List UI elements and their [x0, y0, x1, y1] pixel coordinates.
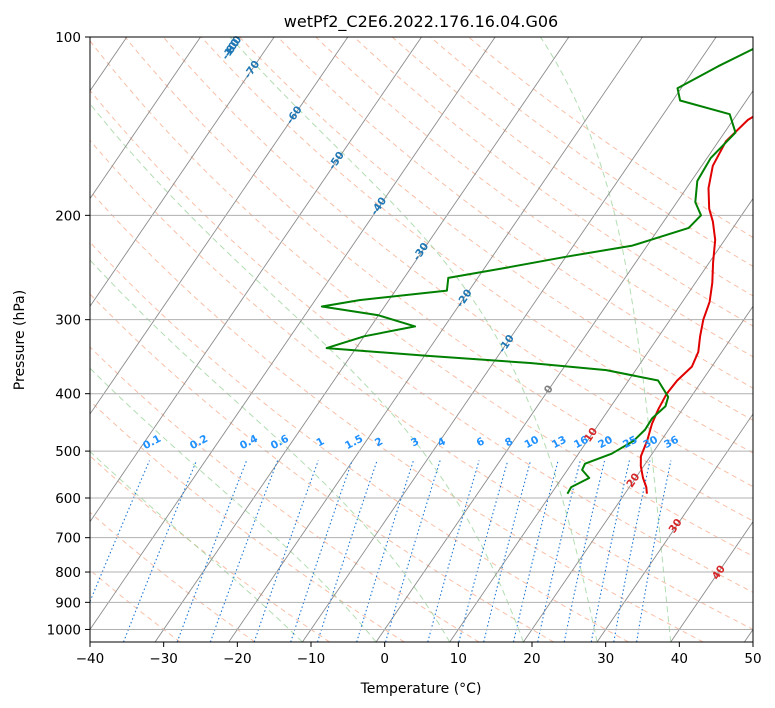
- dry-adiabat: [90, 40, 753, 557]
- skewed-isotherm: [90, 37, 496, 631]
- x-tick-label: 50: [744, 651, 761, 667]
- reference-lines: [90, 37, 753, 642]
- skewed-isotherm: [228, 37, 643, 642]
- mixing-ratio-line: [483, 460, 532, 642]
- plot-area: [90, 37, 753, 642]
- y-tick-label: 100: [55, 30, 81, 46]
- y-tick-label: 500: [55, 444, 81, 460]
- dry-adiabat: [430, 37, 753, 267]
- dry-adiabat: [90, 241, 629, 642]
- skewed-isotherm: [90, 37, 349, 415]
- y-axis-ticks: 1000 900 800 700 600 500 400 300 200 100: [47, 30, 90, 638]
- y-tick-label: 1000: [47, 622, 81, 638]
- dry-adiabat: [90, 511, 256, 642]
- x-tick-label: −30: [149, 651, 178, 667]
- x-tick-label: 0: [380, 651, 389, 667]
- mixing-ratio-line: [458, 460, 509, 642]
- y-tick-label: 300: [55, 313, 81, 329]
- mixing-ratio-line: [253, 460, 319, 642]
- temperature-profile: [639, 115, 753, 494]
- x-tick-label: −10: [297, 651, 326, 667]
- pressure-gridlines: [90, 37, 753, 630]
- skewed-isotherm: [670, 520, 753, 642]
- dry-adiabat: [90, 293, 554, 642]
- dry-adiabat: [90, 139, 753, 630]
- mixing-ratio-line: [209, 460, 279, 642]
- x-tick-label: 20: [523, 651, 540, 667]
- x-tick-label: 40: [671, 651, 688, 667]
- plot-frame: [89, 36, 754, 643]
- dewpoint-profile: [320, 47, 753, 495]
- x-tick-label: 30: [597, 651, 614, 667]
- skewed-isotherm: [596, 413, 753, 642]
- x-axis-label: Temperature (°C): [360, 681, 482, 697]
- dry-adiabat: [90, 190, 704, 642]
- x-axis-ticks: −40 −30 −20 −10 0 10 20 30 40 50: [76, 642, 762, 667]
- skewed-isotherm: [90, 37, 275, 308]
- x-tick-label: −40: [76, 651, 105, 667]
- mixing-ratio-line: [512, 460, 559, 642]
- mixing-ratio-line: [636, 460, 672, 642]
- skewed-isotherm: [375, 90, 753, 642]
- y-tick-label: 900: [55, 595, 81, 611]
- dry-adiabat: [239, 37, 753, 421]
- skewed-isotherm: [449, 197, 753, 642]
- skewed-isotherm: [90, 37, 201, 200]
- dry-adiabat: [201, 37, 753, 454]
- moist-adiabat: [229, 37, 598, 642]
- moist-adiabat: [540, 37, 672, 642]
- y-tick-label: 600: [55, 491, 81, 507]
- skewed-isotherm: [523, 305, 753, 642]
- x-tick-label: −20: [223, 651, 252, 667]
- y-tick-label: 400: [55, 387, 81, 403]
- mixing-ratio-line: [537, 460, 581, 642]
- dry-adiabat: [277, 37, 753, 389]
- dry-adiabat: [90, 89, 753, 593]
- skewed-isotherm: [90, 37, 422, 523]
- moist-adiabat: [90, 103, 524, 642]
- y-tick-label: 200: [55, 208, 81, 224]
- moist-adiabat: [90, 367, 377, 642]
- mixing-ratio-line: [427, 460, 480, 642]
- dry-adiabat: [124, 37, 753, 522]
- mixing-ratio-line: [122, 460, 198, 642]
- x-tick-label: 10: [450, 651, 467, 667]
- chart-title: wetPf2_C2E6.2022.176.16.04.G06: [284, 12, 558, 32]
- skewed-isotherm: [302, 37, 717, 642]
- profile-series: [320, 47, 753, 495]
- dry-adiabat: [468, 37, 753, 239]
- mixing-ratio-line: [563, 460, 606, 642]
- mixing-ratio-line: [613, 460, 651, 642]
- y-tick-label: 800: [55, 565, 81, 581]
- y-tick-label: 700: [55, 531, 81, 547]
- skewed-isotherm: [154, 37, 570, 642]
- y-axis-label: Pressure (hPa): [12, 290, 28, 390]
- mixing-ratio-line: [590, 460, 630, 642]
- mixing-ratio-line: [176, 460, 248, 642]
